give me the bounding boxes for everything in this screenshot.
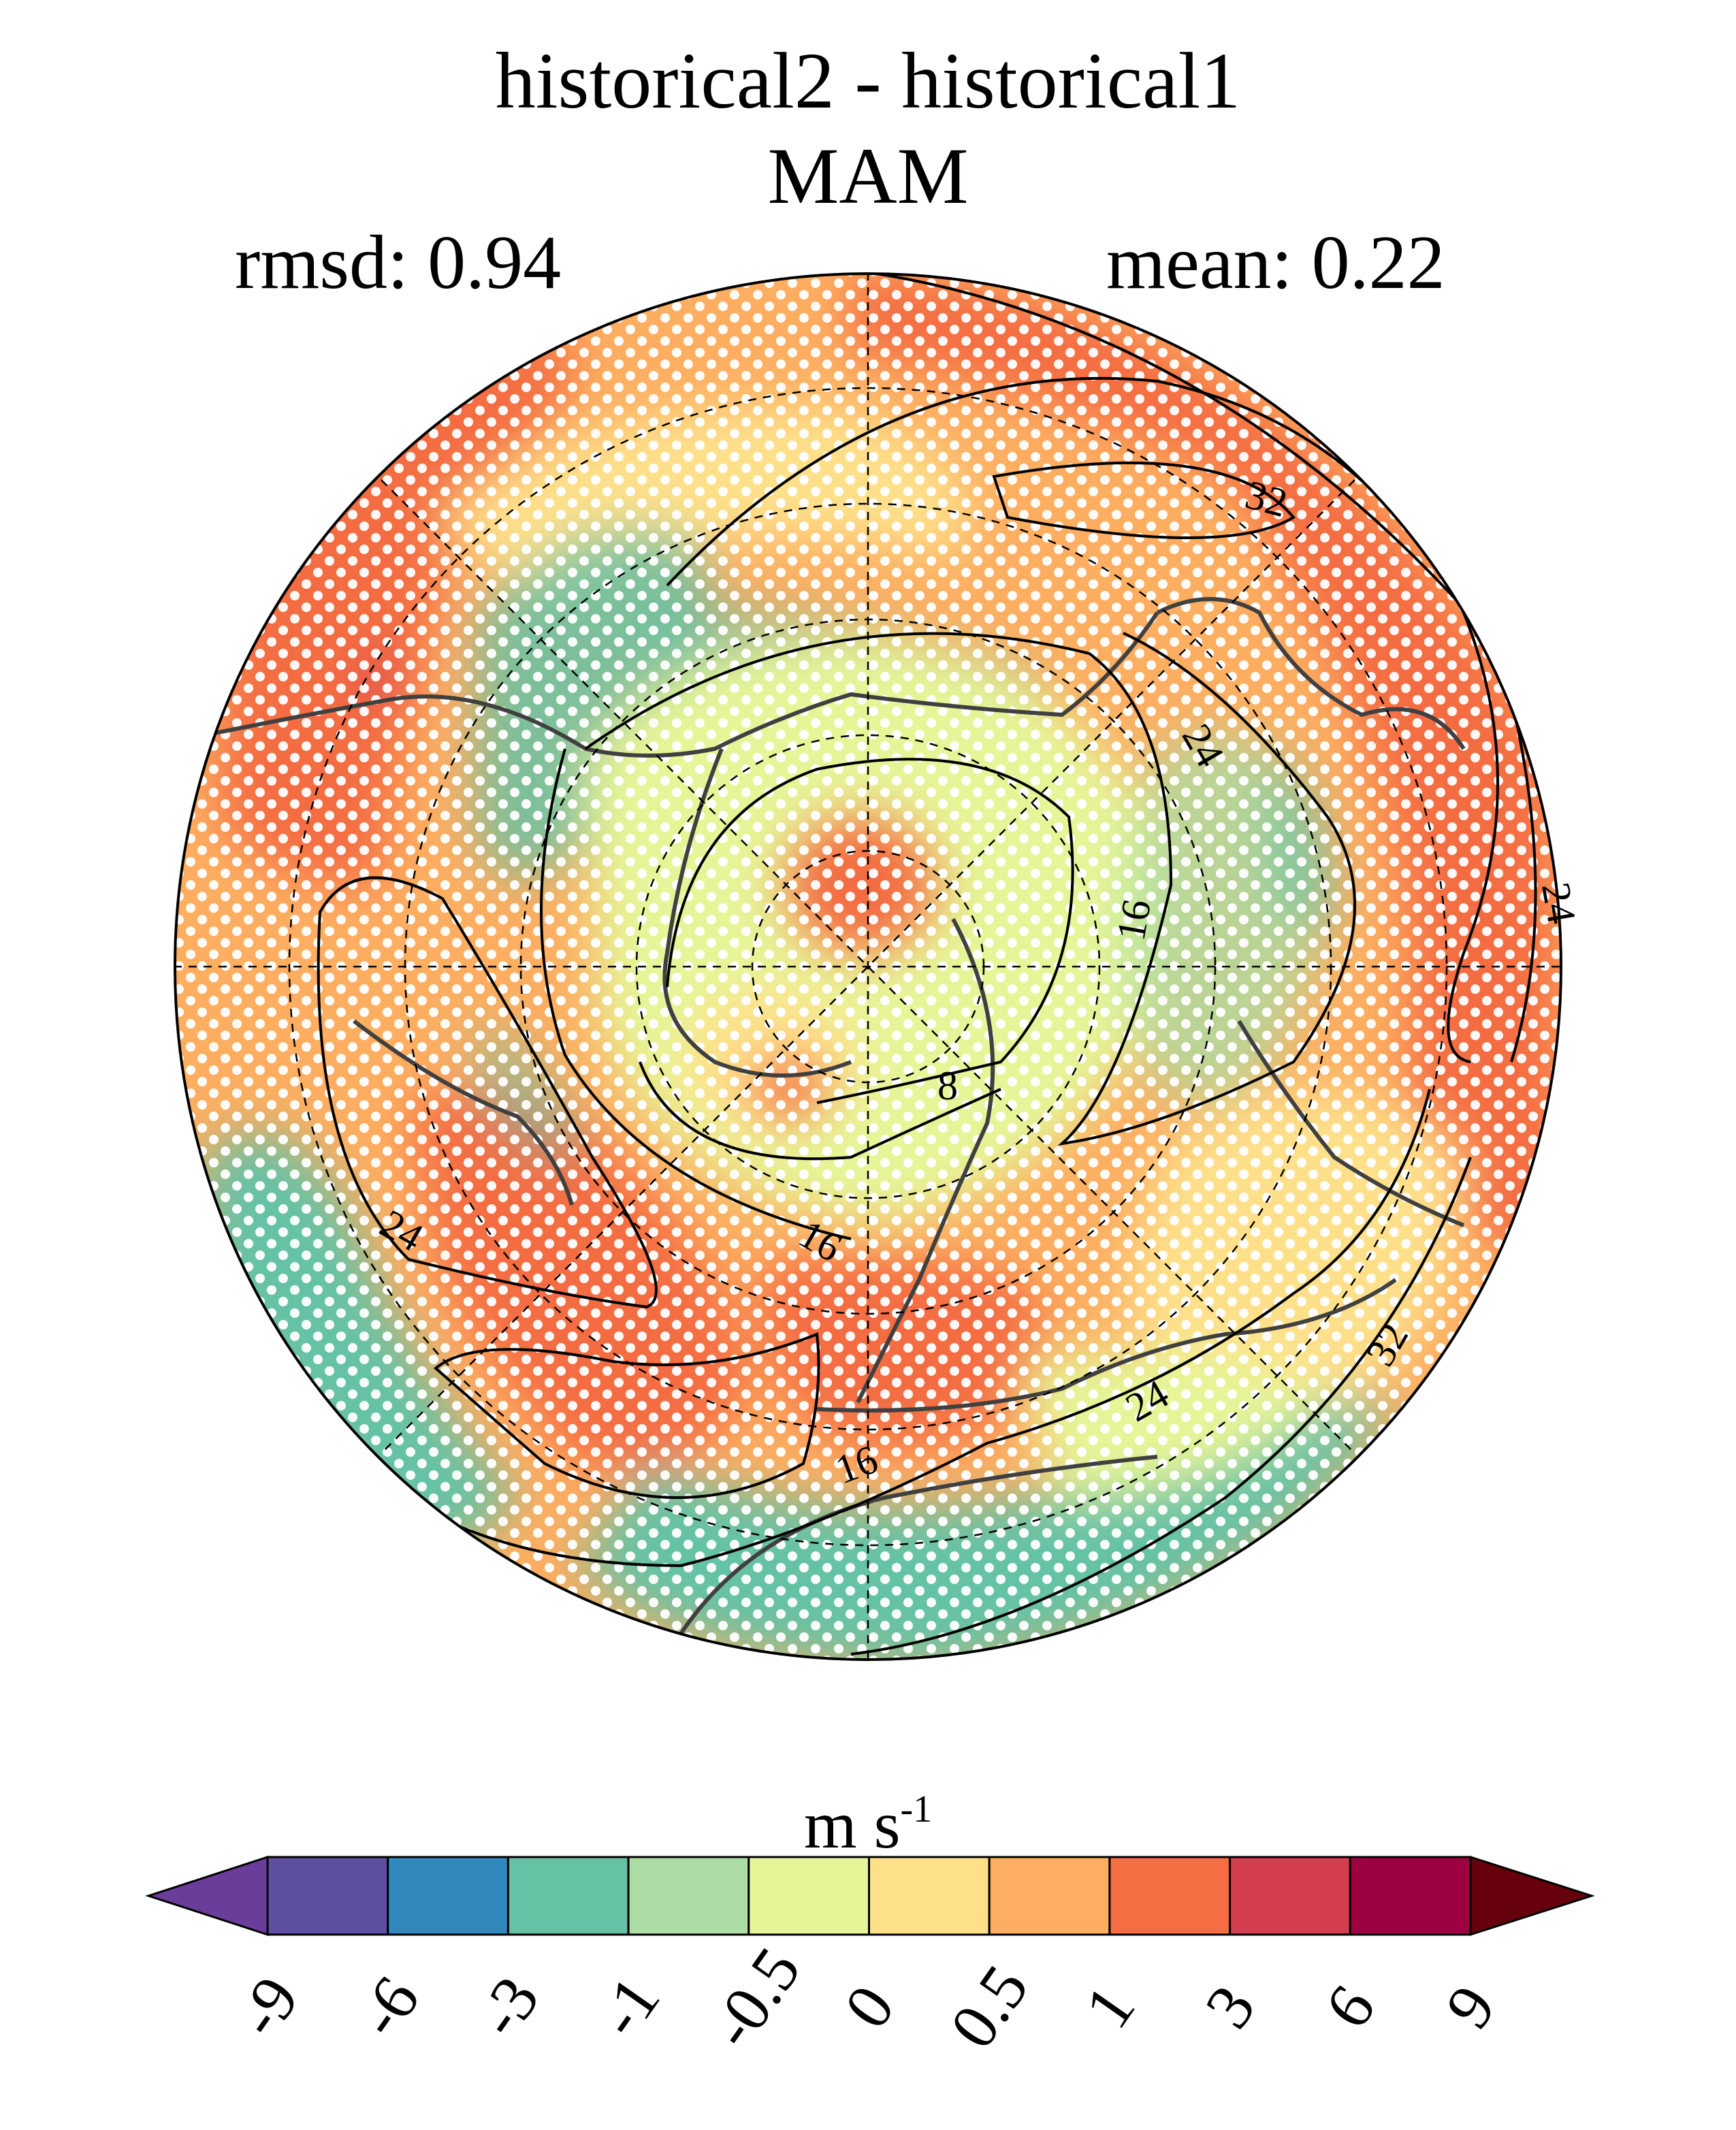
contour-line (666, 758, 1074, 1104)
latitude-circle (635, 734, 1101, 1199)
rmsd-label: rmsd: 0.94 (235, 221, 562, 305)
contour-line (433, 1332, 820, 1499)
colorbar-cell (1349, 1856, 1472, 1936)
latitude-circle (751, 850, 985, 1084)
contour-line (992, 462, 1296, 539)
latitude-circle (519, 618, 1217, 1315)
figure-title: historical2 - historical1 (495, 36, 1241, 125)
contour-line (353, 1088, 1431, 1568)
colorbar-cell (868, 1856, 991, 1936)
contour-line (850, 1157, 1472, 1656)
coastline (204, 611, 1159, 758)
contour-line (867, 274, 1537, 1063)
units-exponent: -1 (900, 1788, 933, 1830)
polar-map: 32 24 16 8 24 16 24 16 24 32 (174, 272, 1584, 1661)
colorbar-over-triangle (1469, 1855, 1595, 1937)
contour-label: 8 (937, 1063, 958, 1108)
units-base: m s (803, 1787, 901, 1862)
colorbar-cell (387, 1856, 509, 1936)
meridian (381, 479, 1355, 1454)
colorbar-tick-label: 0.5 (935, 1952, 1043, 2061)
coastlines (204, 597, 1466, 1635)
graticule (175, 274, 1561, 1660)
colorbar-cell (507, 1856, 630, 1936)
season-subtitle: MAM (767, 131, 969, 221)
contour-line (639, 1061, 1001, 1161)
contour-label: 16 (1108, 896, 1159, 944)
units-label: m s-1 (0, 1790, 1736, 1859)
coastline (662, 747, 852, 1078)
colorbar-tick-label: -9 (221, 1963, 313, 2050)
coastline (353, 1019, 574, 1206)
mean-contours (317, 274, 1537, 1656)
anomaly-field (175, 274, 1561, 1660)
colorbar-tick-label: 9 (1431, 1972, 1510, 2042)
colorbar-cell (1108, 1856, 1232, 1936)
meridian (381, 479, 1355, 1454)
colorbar-cell (988, 1856, 1111, 1936)
coastline (1156, 597, 1466, 750)
latitude-circle (288, 387, 1448, 1547)
colorbar-tick-label: -3 (462, 1963, 553, 2050)
colorbar-cell (748, 1856, 871, 1936)
colorbar-cell (1229, 1856, 1351, 1936)
colorbar-tick-label: -0.5 (695, 1934, 814, 2061)
coastline (679, 1455, 1158, 1635)
coastline (816, 1278, 1397, 1413)
map-boundary (174, 272, 1562, 1661)
latitude-circle (404, 502, 1332, 1431)
contour-line (540, 748, 852, 1240)
contour-label: 24 (1533, 879, 1584, 927)
colorbar-tick-label: 3 (1190, 1972, 1269, 2042)
coastline (856, 918, 995, 1404)
colorbar-tick-label: 0 (829, 1972, 908, 2042)
coastline (1237, 1020, 1465, 1227)
colorbar-cell (266, 1856, 389, 1936)
contour-line (584, 632, 1356, 1146)
colorbar-tick-label: -6 (342, 1963, 434, 2050)
colorbar-cells (145, 1855, 1595, 1937)
colorbar-tick-label: 1 (1070, 1972, 1149, 2042)
colorbar-under-triangle (145, 1855, 269, 1937)
mean-label: mean: 0.22 (1106, 221, 1445, 305)
colorbar-cell (627, 1856, 750, 1936)
contour-line (317, 876, 658, 1309)
colorbar-tick-label: -1 (582, 1963, 674, 2050)
colorbar-tick-label: 6 (1311, 1972, 1389, 2042)
